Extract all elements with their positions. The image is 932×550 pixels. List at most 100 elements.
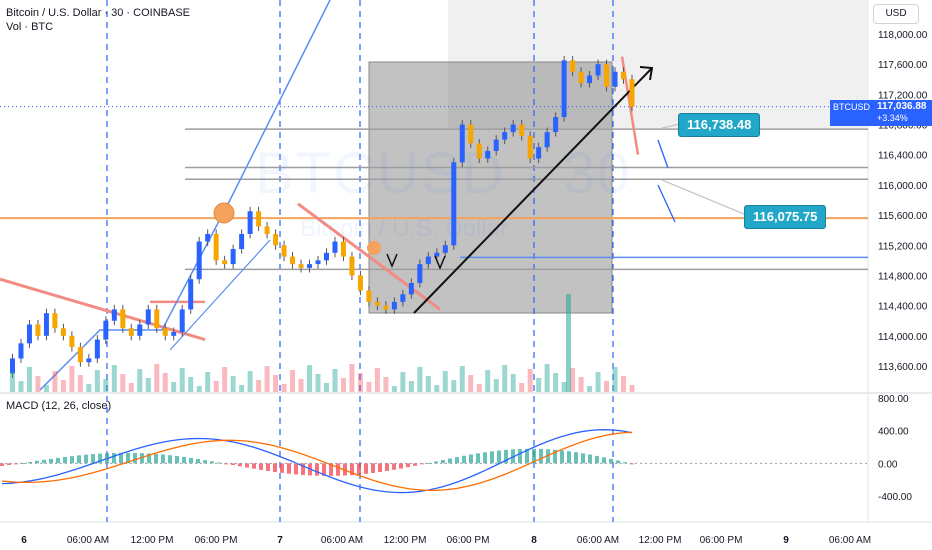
candle-body — [408, 283, 414, 295]
candle-body — [205, 233, 211, 242]
volume-bar — [519, 383, 525, 392]
macd-axis-tick: 0.00 — [878, 459, 898, 470]
candle-body — [162, 328, 168, 336]
volume-bar — [366, 382, 372, 392]
volume-bar — [128, 383, 134, 392]
macd-histogram-bar — [238, 463, 242, 467]
down-arrow-icon — [434, 255, 446, 270]
candle-body — [391, 301, 397, 310]
candle-body — [468, 124, 474, 144]
time-axis-tick: 06:00 AM — [577, 535, 619, 546]
macd-histogram-bar — [497, 450, 501, 464]
candle-body — [94, 339, 100, 359]
last-price-change: +3.34% — [877, 113, 908, 123]
macd-histogram-bar — [539, 448, 543, 464]
volume-bar — [459, 366, 465, 392]
volume-bar — [629, 385, 635, 392]
volume-bar — [323, 383, 329, 392]
candle-body — [621, 71, 627, 80]
candle-body — [493, 139, 499, 151]
projection-line — [169, 239, 271, 351]
candle-body — [612, 71, 618, 87]
price-axis-tick: 114,800.00 — [878, 271, 928, 282]
macd-histogram-bar — [266, 463, 270, 471]
macd-histogram-bar — [42, 459, 46, 464]
time-axis-tick: 06:00 AM — [67, 535, 109, 546]
candle-body — [476, 143, 482, 159]
volume-bar — [18, 381, 24, 392]
volume-bar — [273, 375, 279, 392]
macd-histogram-bar — [203, 460, 207, 464]
candle-body — [510, 124, 516, 133]
volume-bar — [400, 372, 406, 392]
macd-histogram-bar — [84, 454, 88, 464]
macd-histogram-bar — [49, 458, 53, 464]
volume-bar — [281, 384, 287, 392]
macd-histogram-bar — [119, 452, 123, 464]
price-axis-tick: 114,400.00 — [878, 302, 928, 313]
volume-bar — [60, 380, 66, 392]
price-axis-tick: 116,800.00 — [878, 121, 928, 132]
price-callout-1[interactable]: 116,738.48 — [678, 113, 761, 137]
macd-histogram-bar — [259, 463, 263, 470]
watermark-name: Bitcoin / U.S. Dollar — [300, 215, 509, 242]
pointer-arrow-icon — [657, 139, 669, 169]
candle-body — [595, 64, 601, 76]
volume-bar — [425, 376, 431, 392]
candle-body — [52, 313, 58, 329]
volume-bar — [77, 375, 83, 392]
volume-label: Vol · BTC — [6, 21, 54, 33]
macd-histogram-bar — [476, 453, 480, 464]
price-axis-tick: 116,400.00 — [878, 151, 928, 162]
candle-body — [561, 60, 567, 117]
volume-bar — [544, 364, 550, 392]
volume-bar — [374, 368, 380, 392]
macd-histogram-bar — [546, 449, 550, 464]
future-zone — [448, 0, 868, 128]
macd-histogram-bar — [371, 463, 375, 473]
volume-bar — [612, 367, 618, 392]
volume-bar — [357, 373, 363, 392]
macd-histogram-bar — [490, 451, 494, 464]
macd-histogram-bar — [245, 463, 249, 468]
macd-histogram-bar — [175, 456, 179, 464]
macd-histogram-bar — [434, 461, 438, 464]
macd-histogram-bar — [532, 448, 536, 464]
macd-histogram-bar — [182, 456, 186, 464]
volume-bar — [570, 368, 576, 392]
macd-histogram-bar — [483, 452, 487, 464]
volume-bar — [120, 374, 126, 392]
trend-arrow-head — [639, 66, 654, 81]
candle-body — [400, 294, 406, 302]
price-callout-2[interactable]: 116,075.75 — [744, 205, 827, 229]
macd-histogram-bar — [28, 461, 32, 464]
volume-bar — [383, 377, 389, 392]
time-axis-tick: 12:00 PM — [639, 535, 682, 546]
macd-histogram-bar — [273, 463, 277, 472]
volume-bar — [332, 369, 338, 392]
candle-body — [120, 309, 126, 329]
currency-selector[interactable]: USD — [873, 4, 919, 24]
candle-body — [340, 241, 346, 257]
volume-bar — [493, 379, 499, 392]
macd-histogram-bar — [56, 457, 60, 464]
candle-body — [26, 324, 32, 344]
macd-histogram-bar — [420, 463, 424, 465]
macd-histogram-bar — [441, 459, 445, 464]
macd-histogram-bar — [322, 463, 326, 476]
candle-body — [43, 313, 49, 336]
marker-circle — [367, 241, 381, 255]
candle-body — [434, 252, 440, 257]
candle-body — [366, 290, 372, 302]
volume-bar — [340, 378, 346, 392]
macd-histogram-bar — [413, 463, 417, 466]
macd-histogram-bar — [154, 453, 158, 464]
macd-histogram-bar — [364, 463, 368, 474]
macd-histogram-bar — [343, 463, 347, 476]
volume-bar — [408, 381, 414, 392]
macd-histogram-bar — [280, 463, 284, 473]
macd-histogram-bar — [294, 463, 298, 475]
volume-bar — [230, 376, 236, 392]
time-axis-tick: 6 — [21, 535, 27, 546]
